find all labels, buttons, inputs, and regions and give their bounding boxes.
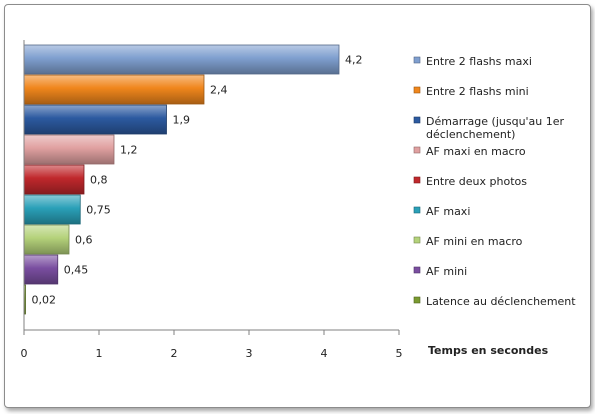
bar-4 [23,134,115,165]
x-tick-label-3: 3 [246,347,253,360]
data-label-7: 0,6 [75,234,93,247]
legend-label-2: Entre 2 flashs mini [426,85,529,98]
legend-label-1: Entre 2 flashs maxi [426,55,532,68]
legend-label-5: Entre deux photos [426,175,527,188]
x-tick-label-2: 2 [171,347,178,360]
legend-label-6: AF maxi [426,205,470,218]
bar-6 [23,194,81,225]
data-label-6: 0,75 [86,204,111,217]
legend-swatch-3 [413,116,421,124]
data-label-3: 1,9 [173,114,191,127]
bars-layer [23,44,340,315]
legend-label-7: AF mini en macro [426,235,523,248]
x-tick-label-0: 0 [21,347,28,360]
data-label-2: 2,4 [210,84,228,97]
data-label-4: 1,2 [120,144,138,157]
legend-swatch-9 [413,296,421,304]
legend-swatch-7 [413,236,421,244]
legend-swatch-5 [413,176,421,184]
data-label-5: 0,8 [90,174,108,187]
bar-8 [23,254,59,285]
x-axis-title: Temps en secondes [428,344,549,357]
legend-label-8: AF mini [426,265,467,278]
data-label-8: 0,45 [64,264,89,277]
x-axis: 0 1 2 3 4 5 [21,40,403,360]
bar-5 [23,164,85,195]
legend-label-3: Démarrage (jusqu'au 1er déclenchement) [426,115,565,141]
x-tick-label-5: 5 [396,347,403,360]
bar-7 [23,224,70,255]
x-tick-label-1: 1 [96,347,103,360]
legend-label-4: AF maxi en macro [426,145,526,158]
legend: Entre 2 flashs maxi Entre 2 flashs mini Dé… [413,55,576,308]
x-tick-label-4: 4 [321,347,328,360]
data-labels-layer: 4,2 2,4 1,9 1,2 0,8 0,75 0,6 0,45 0,02 [32,54,363,307]
data-label-1: 4,2 [345,54,363,67]
bar-1 [23,44,340,75]
legend-label-9: Latence au déclenchement [426,295,576,308]
legend-swatch-6 [413,206,421,214]
legend-swatch-2 [413,86,421,94]
legend-swatch-1 [413,56,421,64]
bar-2 [23,74,205,105]
data-label-9: 0,02 [32,294,57,307]
legend-swatch-8 [413,266,421,274]
legend-swatch-4 [413,146,421,154]
bar-3 [23,104,167,135]
